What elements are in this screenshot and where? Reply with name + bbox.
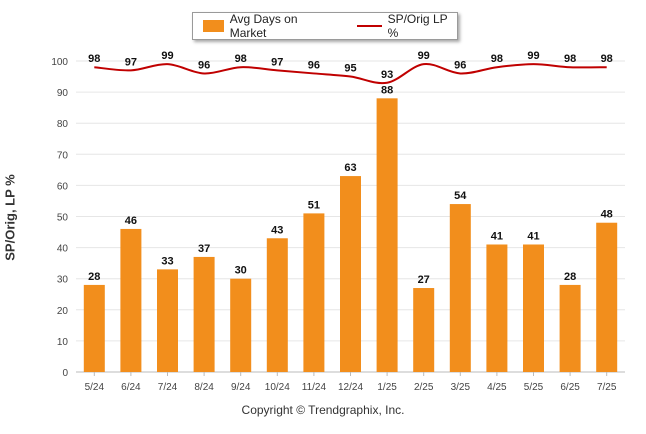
- bar-value-label: 28: [88, 271, 100, 283]
- bar-value-label: 51: [308, 199, 320, 211]
- data-labels: 28 46 33 37 30 43 51 63 88 27 54 41 41 28 48 98 97 99 96 98…: [88, 50, 613, 286]
- x-tick-label: 4/25: [487, 382, 507, 393]
- legend-item-line[interactable]: SP/Orig LP %: [357, 12, 457, 40]
- bar-value-label: 41: [491, 230, 503, 242]
- line-value-label: 96: [198, 59, 210, 71]
- x-tick-label: 6/24: [121, 382, 141, 393]
- copyright-text: Copyright © Trendgraphix, Inc.: [241, 403, 405, 417]
- y-axis-title: SP/Orig, LP %: [2, 174, 18, 261]
- bar-value-label: 48: [601, 209, 613, 221]
- line-value-label: 97: [125, 56, 137, 68]
- bar: [120, 228, 142, 372]
- x-tick-label: 9/24: [231, 382, 251, 393]
- bar: [157, 269, 178, 372]
- y-tick-label: 100: [51, 57, 68, 68]
- x-tick-label: 2/25: [414, 382, 434, 393]
- x-tick-label: 3/25: [451, 382, 471, 393]
- bar: [83, 284, 105, 372]
- line-value-label: 96: [308, 59, 320, 71]
- x-tick-label: 12/24: [338, 382, 363, 393]
- bar-value-label: 63: [344, 162, 356, 174]
- line-value-label: 99: [527, 50, 539, 62]
- y-tick-label: 50: [57, 213, 69, 224]
- bar-value-label: 30: [235, 265, 247, 277]
- line-value-label: 99: [418, 50, 430, 62]
- bar: [376, 98, 398, 372]
- bar: [486, 244, 508, 372]
- y-tick-label: 20: [57, 306, 69, 317]
- x-tick-label: 7/25: [597, 382, 617, 393]
- bar-value-label: 88: [381, 84, 393, 96]
- bar: [596, 222, 618, 372]
- bar: [303, 213, 325, 372]
- line-value-label: 98: [88, 53, 100, 65]
- x-tick-label: 11/24: [302, 382, 327, 393]
- bar-value-label: 33: [161, 255, 173, 267]
- x-tick-label: 6/25: [560, 382, 580, 393]
- bar-value-label: 43: [271, 224, 283, 236]
- bar: [413, 288, 435, 372]
- line-value-label: 98: [601, 53, 613, 65]
- bar: [523, 244, 544, 372]
- line-value-label: 98: [235, 53, 247, 65]
- bar-value-label: 54: [454, 190, 467, 202]
- line-value-label: 99: [161, 50, 173, 62]
- x-tick-label: 5/24: [85, 382, 105, 393]
- line-value-label: 97: [271, 56, 283, 68]
- y-tick-label: 70: [57, 150, 69, 161]
- line-series: [94, 63, 607, 85]
- legend: Avg Days on Market SP/Orig LP %: [192, 12, 458, 40]
- y-tick-label: 30: [57, 275, 69, 286]
- bar: [230, 278, 252, 372]
- x-tick-label: 1/25: [377, 382, 397, 393]
- x-tick-label: 10/24: [265, 382, 290, 393]
- bar-value-label: 28: [564, 271, 576, 283]
- axes: 0 10 20 30 40 50 60 70 80 90 100 5/24 6/24 7/24 8/24 9/…: [51, 57, 617, 393]
- legend-bar-label: Avg Days on Market: [229, 12, 298, 40]
- y-tick-label: 60: [57, 181, 69, 192]
- y-tick-label: 90: [57, 88, 69, 99]
- bar-value-label: 27: [418, 274, 430, 286]
- line-value-label: 98: [491, 53, 503, 65]
- x-tick-label: 7/24: [158, 382, 178, 393]
- bar: [266, 238, 288, 372]
- line-value-label: 95: [344, 63, 356, 75]
- x-tick-label: 5/25: [524, 382, 544, 393]
- bar-value-label: 41: [527, 230, 539, 242]
- line-swatch-icon: [357, 25, 382, 27]
- bar: [193, 256, 215, 372]
- line-value-label: 96: [454, 59, 466, 71]
- y-tick-label: 0: [62, 368, 68, 379]
- y-tick-label: 40: [57, 244, 69, 255]
- y-tick-label: 10: [57, 337, 69, 348]
- legend-item-bars[interactable]: Avg Days on Market: [203, 12, 331, 40]
- line-value-label: 93: [381, 69, 393, 81]
- bar-value-label: 46: [125, 215, 137, 227]
- line-path: [94, 63, 607, 85]
- bar: [449, 204, 471, 372]
- legend-line-label: SP/Orig LP %: [387, 12, 448, 40]
- bar-series: [83, 98, 618, 372]
- bar: [340, 176, 361, 372]
- bar-swatch-icon: [203, 20, 224, 32]
- bar: [559, 284, 581, 372]
- bar-value-label: 37: [198, 243, 210, 255]
- x-tick-label: 8/24: [194, 382, 214, 393]
- y-tick-label: 80: [57, 119, 69, 130]
- line-value-label: 98: [564, 53, 576, 65]
